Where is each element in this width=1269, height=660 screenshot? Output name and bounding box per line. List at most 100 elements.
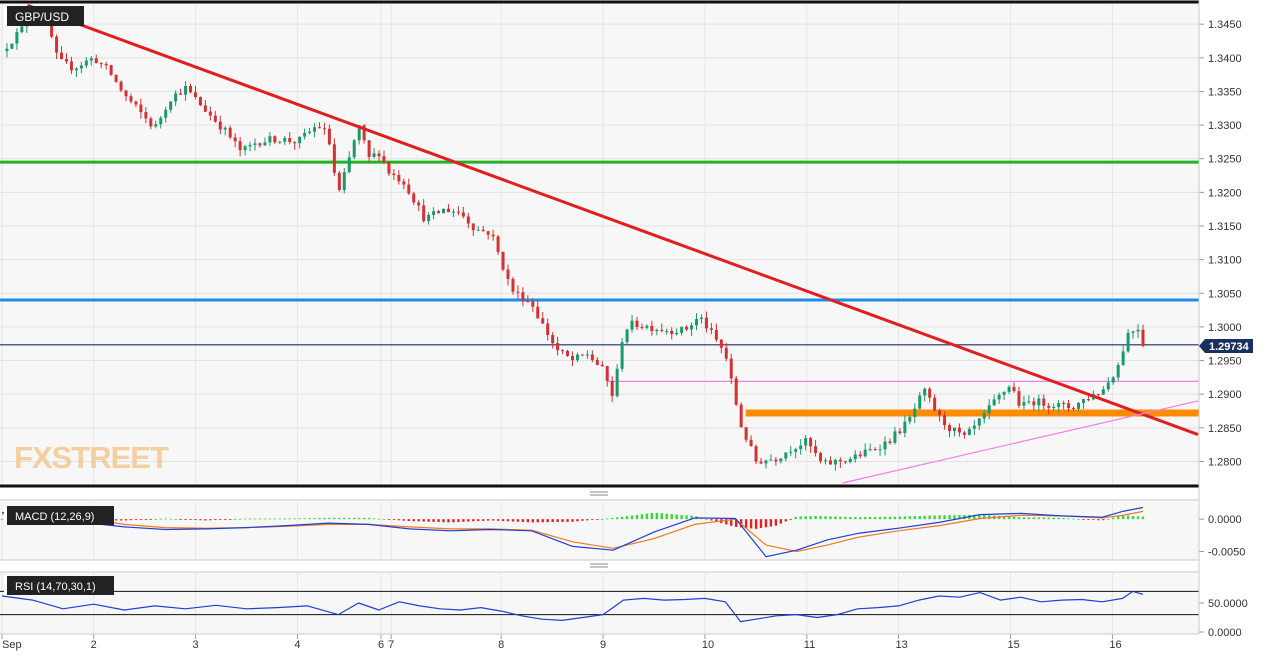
candle-body [724,347,728,359]
macd-histogram-bar [338,517,341,520]
macd-histogram-bar [606,518,609,520]
macd-histogram-bar [377,518,381,520]
candle-body [258,143,262,146]
candle-body [561,350,565,352]
macd-histogram-bar [804,516,807,520]
candle-body [794,449,798,452]
candle-body [888,441,892,443]
macd-histogram-bar [859,517,862,520]
rsi-ytick-label-1: 0.0000 [1208,627,1242,639]
candle-body [129,96,133,102]
macd-histogram-bar [1032,517,1036,520]
candle-body [496,236,500,252]
x-tick-label-9: 11 [804,639,815,651]
macd-histogram-bar [333,517,336,520]
macd-histogram-bar [749,519,753,529]
candle-body [704,317,708,329]
candle-body [184,85,188,95]
macd-histogram-bar [1116,516,1120,520]
macd-histogram-bar [566,519,569,522]
main-panel-background [0,0,1199,487]
candle-body [283,138,287,142]
macd-histogram-bar [402,519,406,521]
x-tick-label-1: 2 [91,639,97,651]
macd-histogram-bar [164,518,167,520]
macd-resize-handle[interactable] [590,563,608,568]
candle-body [347,157,351,173]
candle-body [948,425,952,432]
candle-body [198,97,202,106]
macd-histogram-bar [814,515,817,520]
macd-histogram-bar [367,517,371,520]
candle-body [174,93,178,102]
main-resize-handle[interactable] [590,491,608,496]
macd-histogram-bar [948,515,951,520]
macd-histogram-bar [601,518,604,520]
macd-histogram-bar [735,519,738,528]
macd-histogram-bar [472,519,475,522]
macd-histogram-bar [243,518,247,520]
macd-histogram-bar [228,519,232,520]
main-ytick-label-13: 1.2800 [1208,456,1242,468]
candle-body [193,92,197,98]
candle-body [883,441,887,450]
macd-histogram-bar [1017,517,1021,520]
macd-histogram-bar [1141,516,1145,520]
candle-body [506,269,510,279]
candle-body [531,301,535,307]
macd-histogram-bar [789,519,792,520]
macd-histogram-bar [481,519,485,521]
macd-histogram-bar [462,519,465,522]
candle-body [913,408,917,417]
macd-histogram-bar [1067,518,1070,520]
macd-histogram-bar [248,518,252,520]
candle-body [79,65,83,69]
candle-body [456,211,460,213]
candle-body [432,211,436,215]
macd-title-label: MACD (12,26,9) [4,506,114,525]
candle-body [943,415,947,426]
candle-body [466,216,470,224]
macd-signal-line [1,510,1144,553]
candle-body [486,231,490,235]
candle-body [208,111,212,116]
macd-histogram-bar [725,519,728,525]
candle-body [744,427,748,440]
macd-histogram-bar [253,518,257,520]
macd-histogram-bar [834,516,837,520]
candle-body [590,354,594,360]
candle-body [84,60,88,66]
macd-histogram-bar [943,515,946,520]
macd-histogram-bar [1072,518,1075,520]
x-tick-label-8: 10 [702,639,714,651]
macd-histogram-bar [561,519,564,522]
macd-histogram-bar [1077,518,1080,520]
candle-body [957,427,961,433]
candle-body [645,325,649,328]
macd-histogram-bar [551,519,554,523]
macd-histogram-bar [224,519,227,520]
x-tick-label-12: 16 [1109,639,1121,651]
macd-line [1,506,1144,558]
last-price-tag: 1.29734 [1199,339,1253,353]
candle-body [55,36,59,53]
candle-body [962,432,966,435]
candle-body [303,132,307,137]
macd-histogram-bar [933,515,936,520]
candle-body [1116,364,1120,378]
macd-histogram-bar [323,517,326,520]
x-tick-label-3: 4 [294,639,300,651]
candle-body [610,381,614,397]
macd-histogram-bar [630,515,634,520]
macd-histogram-bar [854,517,857,520]
macd-histogram-bar [273,518,277,520]
candle-body [243,146,247,151]
candle-body [987,405,991,414]
macd-histogram-bar [467,519,470,522]
candle-body [779,458,783,462]
candle-body [1052,407,1056,409]
candle-body [570,355,574,361]
main-ytick-label-7: 1.3100 [1208,255,1242,267]
macd-histogram-bar [199,519,202,521]
